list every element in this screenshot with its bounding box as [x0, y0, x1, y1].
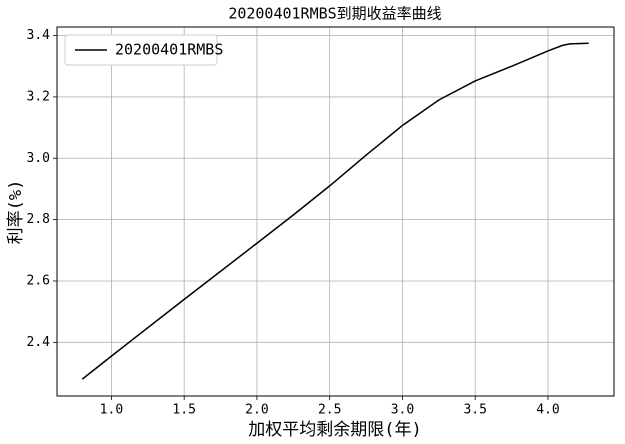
x-tick-label: 2.5 — [318, 403, 341, 418]
y-tick-label: 2.6 — [27, 273, 50, 288]
y-tick-label: 3.0 — [27, 151, 50, 166]
y-tick-label: 3.2 — [27, 89, 50, 104]
x-tick-label: 2.0 — [245, 403, 268, 418]
plot-frame — [56, 26, 615, 397]
legend-label: 20200401RMBS — [115, 41, 223, 59]
legend-box — [64, 34, 218, 66]
data-line — [81, 42, 589, 380]
x-tick-label: 3.5 — [463, 403, 486, 418]
x-tick-label: 1.5 — [172, 403, 195, 418]
y-tick-label: 3.4 — [27, 28, 51, 43]
x-tick-label: 1.0 — [100, 403, 123, 418]
chart-title: 20200401RMBS到期收益率曲线 — [228, 5, 441, 23]
y-axis-label: 利率(%) — [6, 180, 26, 245]
x-axis-label: 加权平均剩余期限(年) — [248, 420, 421, 440]
x-tick-label: 3.0 — [391, 403, 414, 418]
y-tick-label: 2.8 — [27, 212, 50, 227]
x-tick-label: 4.0 — [536, 403, 559, 418]
y-tick-label: 2.4 — [27, 335, 51, 350]
